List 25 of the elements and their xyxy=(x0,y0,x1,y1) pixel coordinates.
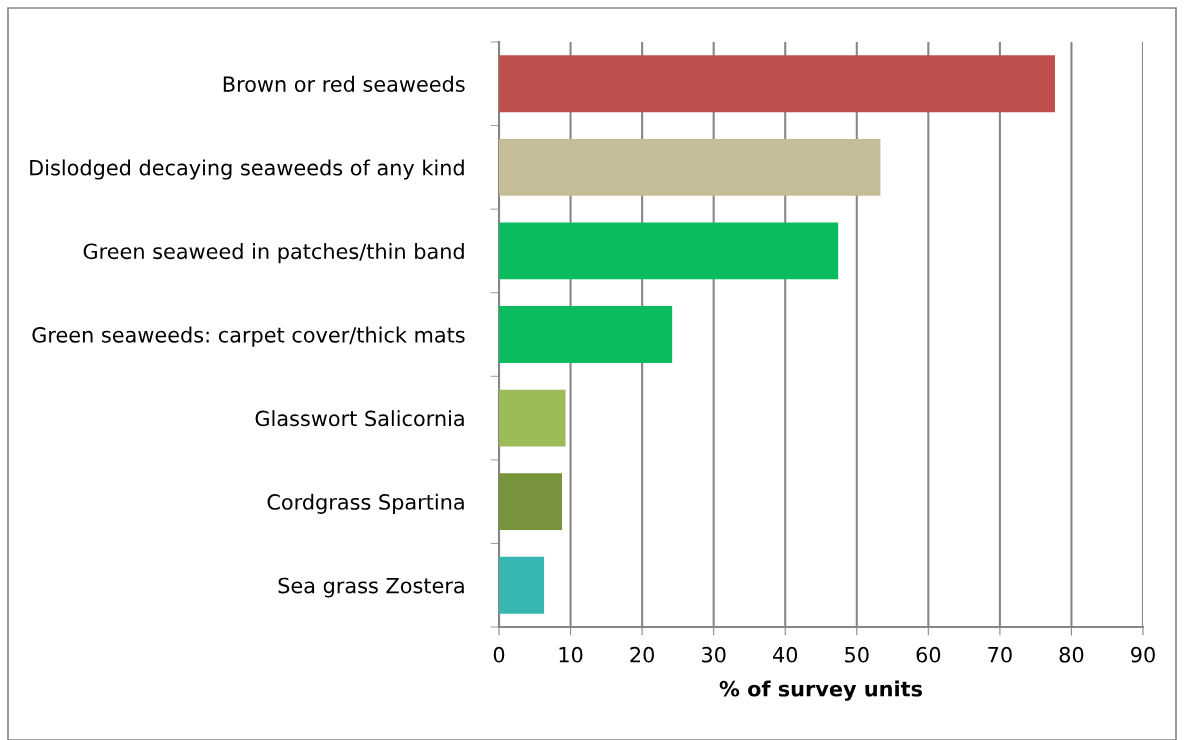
x-tick-label: 40 xyxy=(772,646,798,663)
x-tick-label: 10 xyxy=(559,646,583,663)
x-tick-label: 20 xyxy=(630,646,654,663)
x-tick-label: 90 xyxy=(1131,646,1155,663)
y-tick-label: Green seaweeds: carpet cover/thick mats xyxy=(32,326,465,347)
x-tick-label: 0 xyxy=(493,646,505,663)
bar xyxy=(499,306,673,363)
x-axis-title: % of survey units xyxy=(719,680,922,701)
x-tick-label: 30 xyxy=(702,646,726,663)
y-tick-label: Green seaweed in patches/thin band xyxy=(83,243,464,264)
bar xyxy=(499,473,562,531)
x-tick-label: 80 xyxy=(1059,646,1084,663)
y-tick-label: Brown or red seaweeds xyxy=(223,75,465,92)
x-tick-label: 50 xyxy=(845,646,869,663)
bar xyxy=(499,55,1055,113)
x-tick-label: 60 xyxy=(916,646,941,663)
y-tick-label: Glasswort Salicornia xyxy=(255,410,464,427)
bar xyxy=(499,138,881,196)
y-tick-label: Dislodged decaying seaweeds of any kind xyxy=(30,159,464,180)
y-tick-label: Cordgrass Spartina xyxy=(267,493,464,514)
bar xyxy=(499,556,545,614)
bar xyxy=(499,222,839,280)
bar xyxy=(499,389,566,447)
x-tick-label: 70 xyxy=(988,646,1012,663)
y-tick-label: Sea grass Zostera xyxy=(278,577,464,598)
